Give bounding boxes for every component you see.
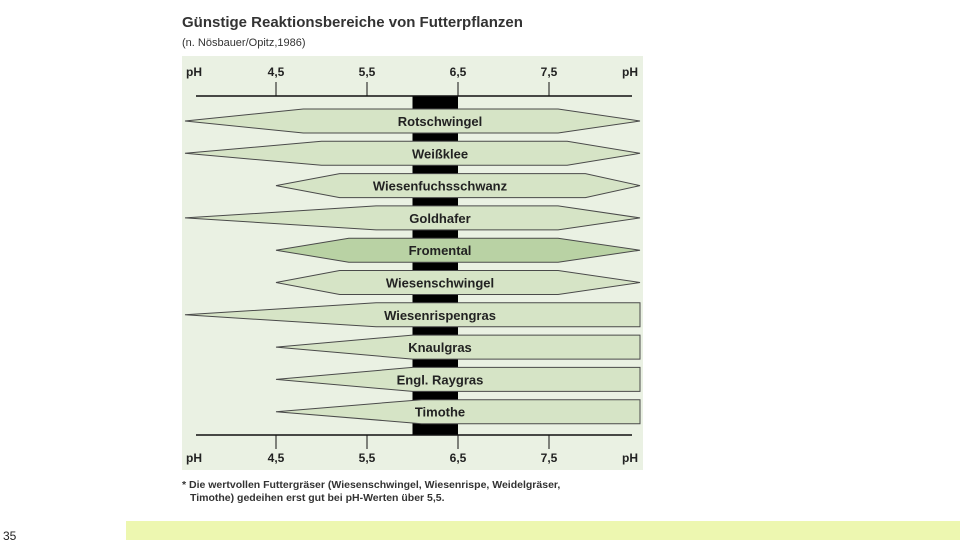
plant-bar-group: Wiesenrispengras: [184, 302, 641, 328]
plant-bar-group: Wiesenfuchsschwanz: [275, 173, 641, 199]
tick-label: 4,5: [268, 65, 285, 79]
axis-label-left: pH: [186, 65, 202, 79]
tick-label: 5,5: [359, 65, 376, 79]
plant-label: Weißklee: [412, 146, 468, 161]
plant-bar-group: Wiesenschwingel: [275, 270, 641, 295]
chart-title: Günstige Reaktionsbereiche von Futterpfl…: [182, 14, 523, 31]
range-bar: [275, 399, 641, 425]
tick-label: 7,5: [541, 451, 558, 465]
footer-bar: [126, 521, 960, 540]
footnote-line-1: * Die wertvollen Futtergräser (Wiesensch…: [182, 479, 561, 491]
plant-bar-group: Fromental: [275, 237, 641, 263]
tick-label: 6,5: [450, 451, 467, 465]
plant-label: Engl. Raygras: [397, 372, 484, 387]
range-bar: [275, 270, 641, 295]
plant-bar-group: Knaulgras: [275, 334, 641, 360]
range-bar: [184, 302, 641, 328]
range-bar: [275, 334, 641, 360]
tick-label: 5,5: [359, 451, 376, 465]
plant-label: Timothe: [415, 405, 465, 420]
plant-label: Wiesenschwingel: [386, 276, 494, 291]
plant-bar-group: Engl. Raygras: [275, 366, 641, 392]
range-bar: [184, 205, 641, 231]
plant-bar-group: Goldhafer: [184, 205, 641, 231]
plant-label: Wiesenfuchsschwanz: [373, 179, 508, 194]
plant-label: Fromental: [409, 243, 472, 258]
axis-label-right: pH: [622, 65, 638, 79]
axis-layer: 4,5 5,5 6,5 7,5 pH pH 4,5 5,5 6,5 7,5 pH pH: [186, 65, 638, 465]
plant-bar-group: Rotschwingel: [184, 108, 641, 134]
plant-label: Wiesenrispengras: [384, 308, 496, 323]
footnote-line-2: Timothe) gedeihen erst gut bei pH-Werten…: [190, 492, 445, 504]
plant-label: Rotschwingel: [398, 114, 483, 129]
range-bar: [184, 108, 641, 134]
range-bar: [184, 140, 641, 166]
tick-label: 6,5: [450, 65, 467, 79]
plant-label: Goldhafer: [409, 211, 470, 226]
chart-source: (n. Nösbauer/Opitz,1986): [182, 37, 306, 49]
range-bar: [275, 173, 641, 199]
range-bar: [275, 237, 641, 263]
slide-number: 35: [3, 529, 17, 543]
range-bar: [275, 366, 641, 392]
footnote: * Die wertvollen Futtergräser (Wiesensch…: [182, 479, 622, 505]
axis-label-right: pH: [622, 451, 638, 465]
tick-label: 4,5: [268, 451, 285, 465]
plant-label: Knaulgras: [408, 340, 472, 355]
bar-layer: Rotschwingel Weißklee Wiesenfuchsschwanz Go…: [184, 108, 641, 425]
tick-label: 7,5: [541, 65, 558, 79]
plant-bar-group: Weißklee: [184, 140, 641, 166]
axis-label-left: pH: [186, 451, 202, 465]
plant-bar-group: Timothe: [275, 399, 641, 425]
